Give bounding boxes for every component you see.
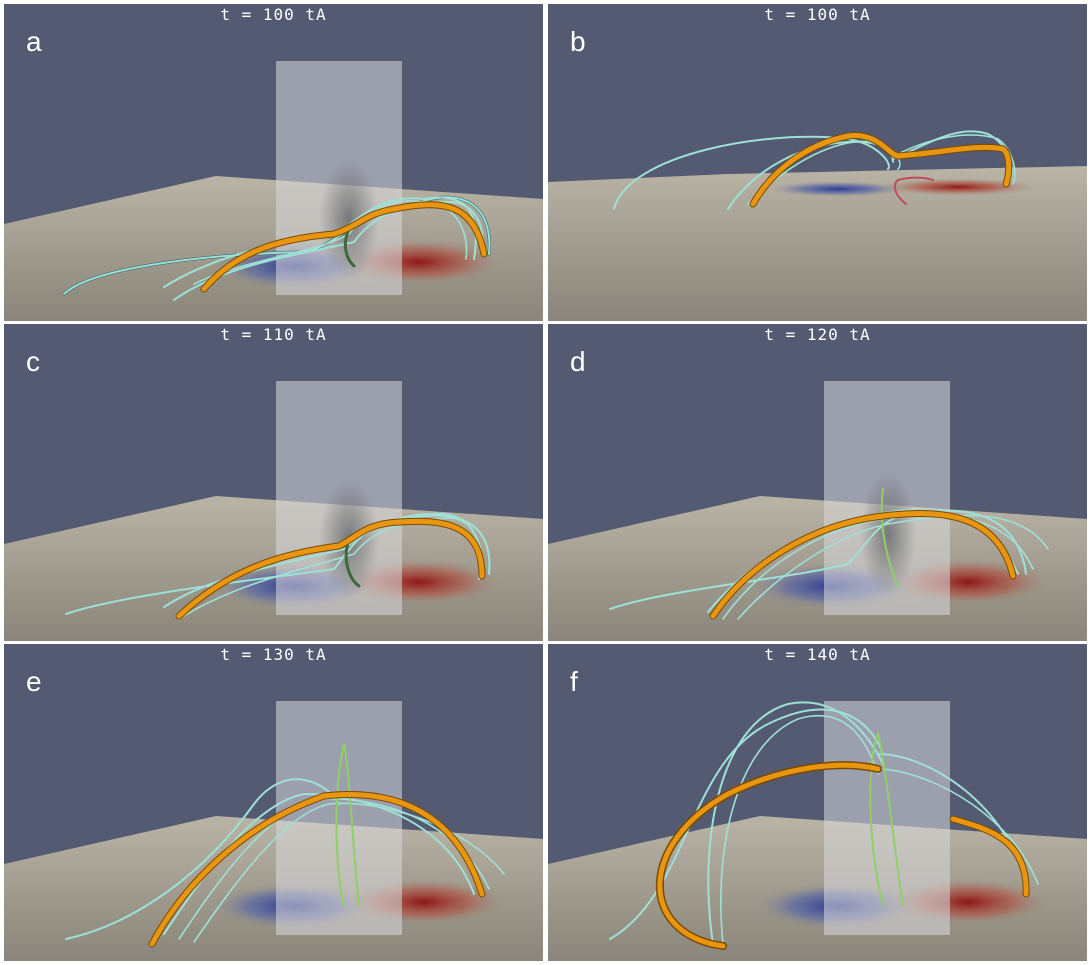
panel-b: t = 100 tA b [548,4,1087,321]
panel-letter: b [570,26,586,57]
vertical-slice-plane [824,701,950,935]
panel-b-scene [548,130,1087,321]
field-line [707,701,884,945]
time-label: t = 140 tA [764,645,871,664]
flux-rope [176,518,485,619]
panel-c-scene [4,381,543,641]
flux-rope [149,792,485,947]
time-label: t = 110 tA [220,325,327,344]
panel-f-scene [548,701,1087,961]
panel-letter: d [570,346,586,377]
panel-letter: e [26,666,42,697]
field-line [720,714,879,945]
current-sheet-shadow [319,159,379,279]
positive-polarity-patch [878,178,1038,196]
field-line [173,200,484,301]
panel-letter: f [570,666,578,697]
panel-letter: a [26,26,42,57]
field-line [613,135,890,210]
flux-rope [657,762,881,949]
panel-a: t = 100 tA a [4,4,543,321]
panel-letter: c [26,346,40,377]
field-line [882,768,1039,885]
panel-e: t = 130 tA e [4,644,543,961]
field-line [65,778,340,940]
panel-d-scene [548,381,1087,641]
time-label: t = 100 tA [220,5,327,24]
flux-rope [201,202,487,292]
panel-d: t = 120 tA d [548,324,1087,641]
field-line [737,514,1049,620]
current-sheet-shadow [860,472,916,596]
time-label: t = 130 tA [220,645,327,664]
panel-a-scene [4,61,543,321]
figure-grid: t = 100 tA a t = 100 tA b [4,4,1087,961]
negative-polarity-patch [768,181,908,197]
field-line [193,802,505,943]
field-line [897,134,1016,185]
panel-c: t = 110 tA c [4,324,543,641]
ground-plane [548,166,1087,321]
field-line-green [335,743,360,907]
field-line-green [343,227,356,268]
field-line-red [893,176,934,205]
panel-e-scene [4,701,543,961]
panel-f: t = 140 tA f [548,644,1087,961]
field-line [609,509,1027,610]
flux-rope [750,133,1012,207]
flux-rope [950,816,1029,897]
flux-rope [710,510,1016,619]
time-label: t = 100 tA [764,5,871,24]
vertical-slice-plane [276,701,402,935]
field-line-green [880,488,899,587]
field-line-green [869,730,904,907]
field-line [178,517,484,620]
time-label: t = 120 tA [764,325,871,344]
